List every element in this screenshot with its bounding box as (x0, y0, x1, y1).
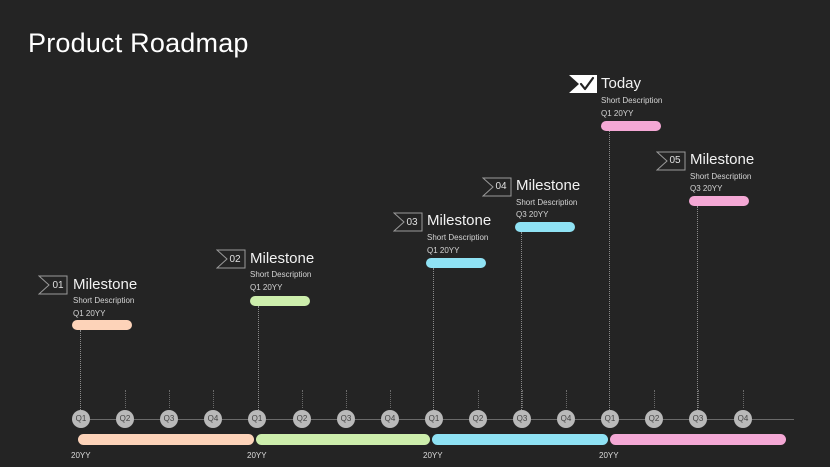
quarter-tick (566, 390, 567, 408)
year-label: 20YY (71, 451, 91, 460)
year-bar (432, 434, 608, 445)
quarter-marker: Q2 (116, 410, 134, 428)
milestone-stem (521, 232, 522, 410)
year-bar (610, 434, 786, 445)
quarter-marker: Q1 (248, 410, 266, 428)
milestone-description: Short Description (250, 270, 312, 279)
quarter-tick (654, 390, 655, 408)
milestone-title: Milestone (516, 177, 581, 194)
milestone-bar (72, 320, 132, 330)
quarter-marker: Q2 (645, 410, 663, 428)
quarter-tick (169, 390, 170, 408)
milestone-date: Q3 20YY (516, 210, 549, 219)
quarter-marker: Q3 (689, 410, 707, 428)
milestone-title: Milestone (690, 151, 755, 168)
quarter-marker: Q1 (72, 410, 90, 428)
quarter-tick (390, 390, 391, 408)
milestone-bar (250, 296, 310, 306)
quarter-marker: Q4 (557, 410, 575, 428)
quarter-tick (522, 390, 523, 408)
checkmark-flag-icon (569, 75, 597, 93)
milestone-bar (426, 258, 486, 268)
milestone-date: Q1 20YY (73, 309, 106, 318)
flag-icon (38, 275, 68, 295)
today-bar (601, 121, 661, 131)
quarter-marker: Q3 (513, 410, 531, 428)
milestone-stem (258, 306, 259, 410)
milestone-date: Q1 20YY (427, 246, 460, 255)
flag-icon (482, 177, 512, 197)
quarter-marker: Q4 (204, 410, 222, 428)
quarter-tick (346, 390, 347, 408)
quarter-marker: Q2 (469, 410, 487, 428)
milestone-description: Short Description (427, 233, 489, 242)
milestone-description: Short Description (516, 198, 578, 207)
today-date: Q1 20YY (601, 109, 634, 118)
flag-icon (216, 249, 246, 269)
milestone-number: 02 (229, 254, 241, 265)
year-bar (78, 434, 254, 445)
milestone-title: Milestone (73, 276, 138, 293)
year-label: 20YY (599, 451, 619, 460)
quarter-marker: Q3 (160, 410, 178, 428)
milestone-description: Short Description (690, 172, 752, 181)
milestone-stem (609, 131, 610, 410)
milestone-description: Short Description (73, 296, 135, 305)
milestone-date: Q3 20YY (690, 184, 723, 193)
quarter-tick (302, 390, 303, 408)
today-title: Today (601, 75, 642, 92)
year-label: 20YY (423, 451, 443, 460)
milestone-number: 04 (495, 181, 507, 192)
quarter-marker: Q2 (293, 410, 311, 428)
milestone-title: Milestone (427, 212, 492, 229)
milestone-stem (80, 330, 81, 410)
milestone-bar (689, 196, 749, 206)
quarter-marker: Q4 (734, 410, 752, 428)
milestone-number: 01 (52, 280, 64, 291)
quarter-tick (213, 390, 214, 408)
quarter-marker: Q4 (381, 410, 399, 428)
milestone-number: 05 (669, 155, 681, 166)
milestone-bar (515, 222, 575, 232)
quarter-marker: Q3 (337, 410, 355, 428)
milestone-stem (697, 206, 698, 410)
flag-icon (393, 212, 423, 232)
year-bar (256, 434, 430, 445)
today-description: Short Description (601, 96, 663, 105)
quarter-tick (743, 390, 744, 408)
milestone-number: 03 (406, 217, 418, 228)
milestone-title: Milestone (250, 250, 315, 267)
quarter-tick (125, 390, 126, 408)
slide-title: Product Roadmap (28, 28, 249, 58)
year-label: 20YY (247, 451, 267, 460)
quarter-marker: Q1 (601, 410, 619, 428)
quarter-marker: Q1 (425, 410, 443, 428)
flag-icon (656, 151, 686, 171)
milestone-stem (433, 268, 434, 410)
milestone-date: Q1 20YY (250, 283, 283, 292)
quarter-tick (698, 390, 699, 408)
quarter-tick (478, 390, 479, 408)
